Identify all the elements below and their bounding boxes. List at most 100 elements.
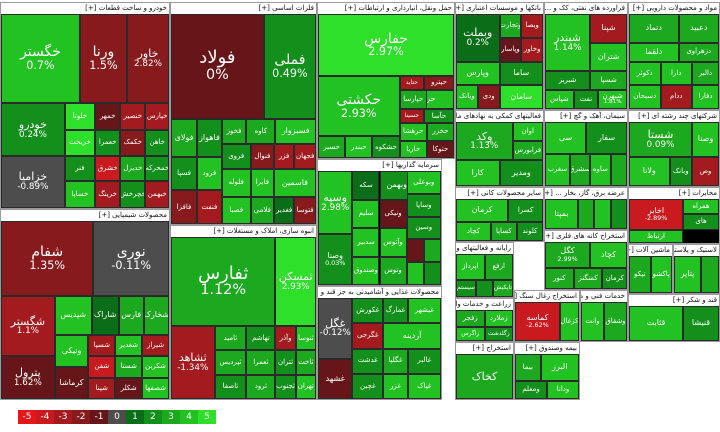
stock-tile[interactable]: شغدیر <box>115 334 143 357</box>
stock-tile[interactable]: خمحرکه <box>145 155 169 181</box>
stock-tile[interactable]: کچاد <box>456 222 491 241</box>
stock-tile[interactable]: فملی 0.49% <box>263 14 316 119</box>
sector-title[interactable]: رایانه و فعالیتهای و ... [+] <box>456 243 513 254</box>
stock-tile[interactable]: خعمرا <box>95 130 121 156</box>
stock-tile[interactable]: قثابت <box>629 306 683 341</box>
sector-title[interactable]: فعالیتهای کمکی به نهادهای مالی [+] <box>456 111 543 122</box>
stock-tile[interactable]: فنفت <box>197 190 222 224</box>
stock-tile[interactable]: ثنوسا <box>295 326 316 351</box>
sector-title[interactable]: بانکها و موسسات اعتباری [+] <box>456 3 543 14</box>
stock-tile[interactable]: تهاشم <box>246 326 276 351</box>
sector-title[interactable]: سیمان، آهک و گچ [+] <box>545 111 627 122</box>
stock-tile[interactable]: وسپه 2.98% <box>318 171 353 234</box>
stock-tile[interactable]: ثامید <box>214 326 247 351</box>
stock-tile[interactable] <box>406 239 424 263</box>
stock-tile[interactable]: سفار <box>586 122 627 154</box>
stock-tile[interactable]: فجهان <box>294 144 316 170</box>
stock-tile[interactable]: سی <box>545 122 586 154</box>
stock-tile[interactable]: کگل 2.99% <box>545 242 591 268</box>
stock-tile[interactable]: سامان <box>499 85 543 109</box>
stock-tile[interactable]: فلوله <box>221 169 251 197</box>
stock-tile[interactable]: فروی <box>221 144 251 170</box>
stock-tile[interactable] <box>610 154 627 186</box>
stock-tile[interactable]: کزغال <box>559 302 579 341</box>
sector-title[interactable]: لاستیک و پلاستیک [+] <box>674 245 719 256</box>
sector-title[interactable]: سایر محصولات کانی [+] <box>456 188 543 199</box>
stock-tile[interactable]: خاهن <box>145 130 169 156</box>
stock-tile[interactable]: آردینه <box>383 323 441 349</box>
stock-tile[interactable]: کاوه <box>246 119 276 145</box>
stock-tile[interactable]: خرینگ <box>95 180 121 208</box>
stock-tile[interactable]: وخاور <box>521 37 543 62</box>
stock-tile[interactable]: حفارس 2.97% <box>318 14 454 76</box>
stock-tile[interactable]: ثجنوب <box>275 374 296 399</box>
stock-tile[interactable]: تپکو <box>629 256 651 293</box>
stock-tile[interactable]: وپارس <box>456 61 500 86</box>
stock-tile[interactable]: خدیزل <box>120 155 146 181</box>
sector-title[interactable]: ماشین آلات [+] <box>629 245 672 256</box>
stock-tile[interactable]: ثتران <box>275 350 296 375</box>
stock-tile[interactable]: زگلدشت <box>484 327 513 341</box>
stock-tile[interactable]: سدبیر <box>352 228 380 257</box>
stock-tile[interactable]: شیراز <box>142 334 169 357</box>
stock-tile[interactable]: فتوسا <box>294 196 316 224</box>
stock-tile[interactable]: فخوز <box>221 119 247 145</box>
stock-tile[interactable]: فولاد 0% <box>171 14 264 119</box>
stock-tile[interactable]: وکد 1.13% <box>456 122 513 161</box>
stock-tile[interactable] <box>423 239 441 263</box>
stock-tile[interactable]: شپنا <box>88 377 116 399</box>
stock-tile[interactable]: خاور 2.82% <box>127 14 169 104</box>
stock-tile[interactable]: وصنا 0.03% <box>318 233 353 285</box>
stock-tile[interactable]: ودی <box>477 85 500 109</box>
stock-tile[interactable]: حپترو <box>424 75 454 91</box>
stock-tile[interactable]: کلوند <box>516 222 543 241</box>
stock-tile[interactable]: های <box>683 214 719 230</box>
stock-tile[interactable]: زملارد <box>484 310 513 328</box>
stock-tile[interactable] <box>701 256 719 293</box>
stock-tile[interactable]: وبملت 0.2% <box>456 14 500 62</box>
stock-tile[interactable] <box>423 262 441 285</box>
stock-tile[interactable]: ورنا 1.5% <box>79 14 127 104</box>
stock-tile[interactable]: غکورش <box>352 298 384 324</box>
stock-tile[interactable]: پترول 1.62% <box>1 356 55 399</box>
stock-tile[interactable]: کمنگنز <box>573 267 603 289</box>
stock-tile[interactable]: شبریز <box>545 71 591 90</box>
stock-tile[interactable]: فرود <box>197 156 222 191</box>
sector-title[interactable]: خدمات فنی و مهندسی [+] <box>581 291 627 302</box>
stock-tile[interactable] <box>610 199 627 229</box>
stock-tile[interactable]: فرابورس <box>512 141 543 161</box>
stock-tile[interactable]: البرز <box>540 354 579 381</box>
sector-title[interactable]: زراعت و خدمات وابسته [+] <box>456 299 513 310</box>
stock-tile[interactable]: فسبزوار <box>275 119 316 145</box>
stock-tile[interactable]: وانت <box>581 302 604 341</box>
stock-tile[interactable]: سغرب <box>545 154 570 186</box>
stock-tile[interactable]: خمهر <box>95 103 121 131</box>
stock-tile[interactable]: دلقما <box>629 42 679 62</box>
stock-tile[interactable]: کنور <box>545 267 574 289</box>
stock-tile[interactable]: فولای <box>171 119 198 157</box>
stock-tile[interactable]: فارس <box>118 295 144 335</box>
stock-tile[interactable]: شستا 0.09% <box>629 122 692 158</box>
stock-tile[interactable]: شپاس <box>545 90 574 109</box>
stock-tile[interactable]: خکمک <box>120 130 146 156</box>
stock-tile[interactable]: پاکشو <box>650 256 672 293</box>
stock-tile[interactable]: ونیکی <box>54 334 89 367</box>
stock-tile[interactable]: کساپا <box>490 222 517 241</box>
stock-tile[interactable]: ثپردیس <box>214 350 247 375</box>
stock-tile[interactable]: شپنا <box>590 14 627 43</box>
stock-tile[interactable]: ثاصفا <box>214 374 247 399</box>
stock-tile[interactable]: وصندوق <box>352 256 380 285</box>
stock-tile[interactable]: وآتوس <box>379 228 407 257</box>
sector-title[interactable]: مواد و محصولات دارویی [+] <box>629 3 719 14</box>
stock-tile[interactable]: همراه <box>683 199 719 215</box>
stock-tile[interactable] <box>577 199 595 229</box>
stock-tile[interactable]: شفام 1.35% <box>1 221 94 296</box>
stock-tile[interactable]: خپارس <box>145 103 169 131</box>
stock-tile[interactable]: کرمان <box>602 267 627 289</box>
stock-tile[interactable]: حکشتی 2.93% <box>318 75 400 137</box>
stock-tile[interactable]: غالبر <box>407 348 441 374</box>
stock-tile[interactable]: غشهد <box>318 358 353 399</box>
stock-tile[interactable]: سلیم <box>352 199 380 228</box>
stock-tile[interactable]: شصفها <box>142 377 169 399</box>
stock-tile[interactable]: غبشهر <box>407 298 441 324</box>
